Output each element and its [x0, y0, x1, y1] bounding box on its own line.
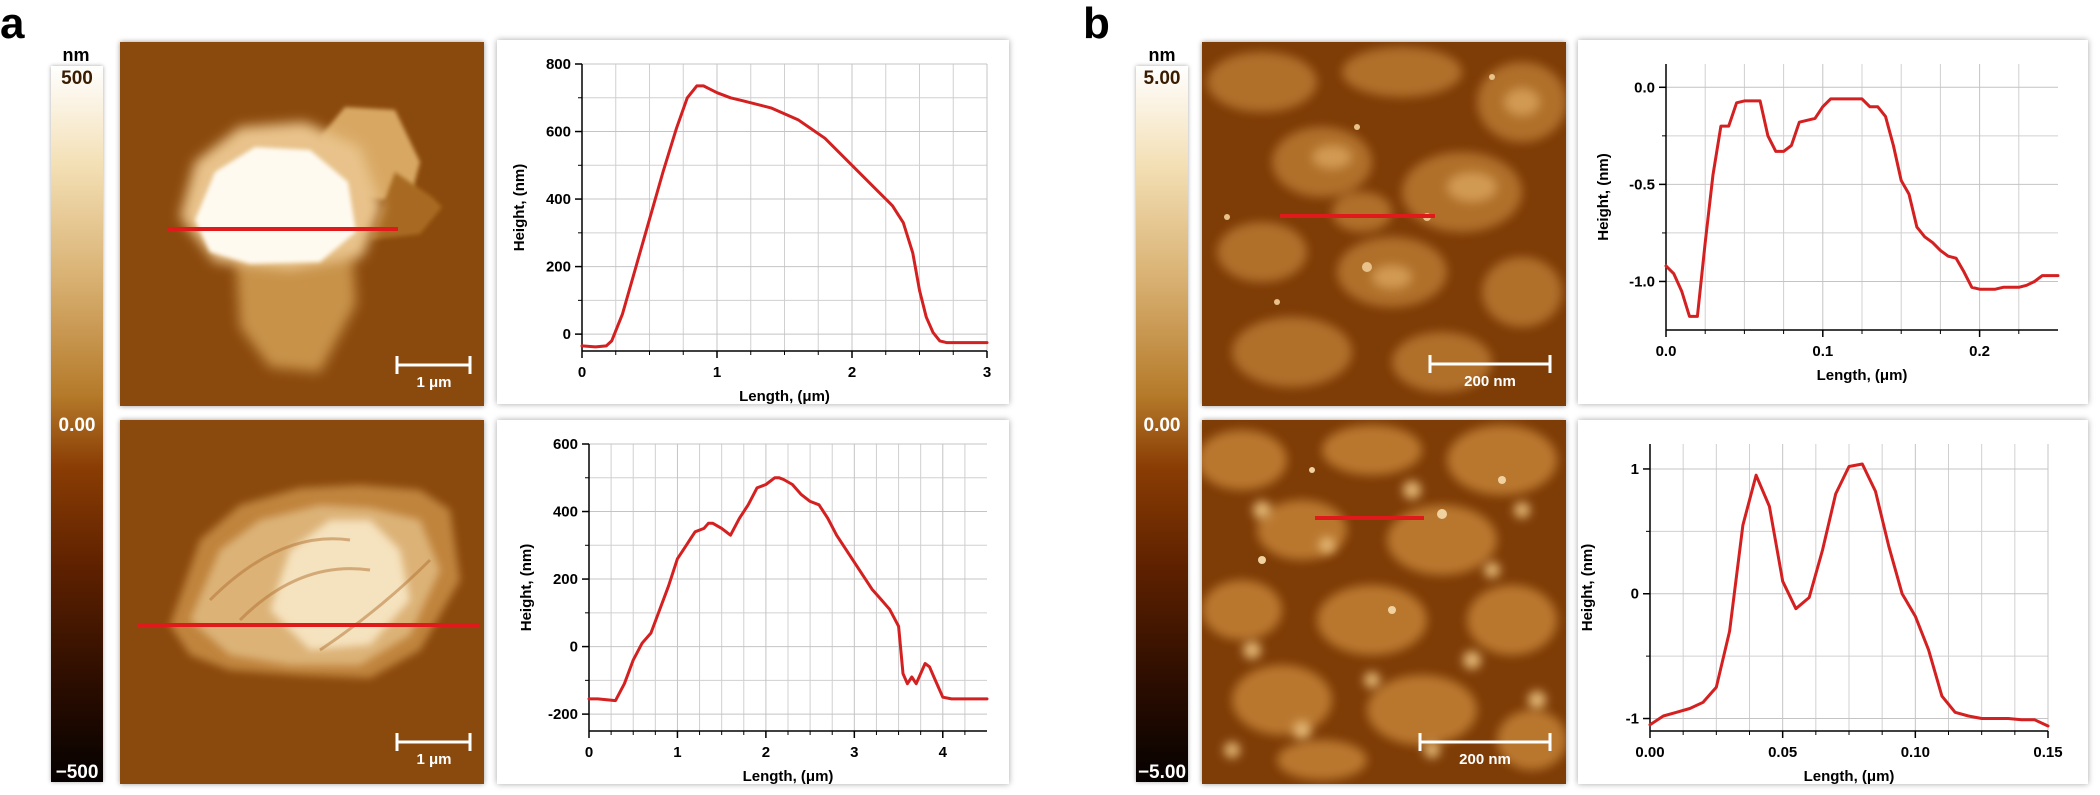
scalebar-b-bottom: [1418, 733, 1552, 751]
afm-image-b-top: 200 nm: [1202, 42, 1566, 406]
colorbar-mid-a: 0.00: [58, 415, 96, 436]
y-tick-label: 200: [553, 571, 578, 588]
x-tick-label: 2: [762, 744, 770, 761]
series-line: [1664, 97, 2060, 318]
colorbar-unit-a: nm: [62, 45, 90, 65]
series-line: [580, 84, 989, 349]
x-tick-label: 0.2: [1969, 343, 1990, 360]
chart-svg-a-bottom: 0 1 2 3 4 -200 0 200 400 600 Length, (μm) Height, (…: [518, 436, 989, 784]
x-axis-label: Length, (μm): [1817, 367, 1908, 384]
y-tick-label: 800: [546, 56, 571, 73]
scalebar-label-b-bottom: 200 nm: [1459, 751, 1511, 768]
afm-image-a-top: 1 μm: [120, 42, 484, 406]
x-tick-label: 0.15: [2033, 744, 2062, 761]
x-tick-label: 1: [713, 364, 721, 381]
profile-line-a-top: [168, 227, 398, 231]
grid-lines: [1665, 64, 2058, 330]
y-axis-label: Height, (nm): [511, 164, 528, 252]
y-axis-label: Height, (nm): [518, 544, 535, 632]
x-tick-label: 3: [850, 744, 858, 761]
panel-letter-b: b: [1083, 0, 1110, 48]
y-axis-label: Height, (nm): [1579, 544, 1596, 632]
y-tick-label: 600: [553, 436, 578, 453]
y-axis-label: Height, (nm): [1595, 153, 1612, 241]
y-tick-label: -1.0: [1629, 273, 1655, 290]
chart-svg-b-bottom: 0.00 0.05 0.10 0.15 -1 0 1 Length, (μm) Height, …: [1579, 444, 2063, 784]
x-tick-label: 4: [939, 744, 948, 761]
y-tick-label: -1: [1626, 711, 1639, 728]
y-tick-label: 1: [1631, 461, 1639, 478]
x-axis-label: Length, (μm): [743, 768, 834, 784]
x-tick-label: 3: [983, 364, 991, 381]
scalebar-b-top: [1428, 355, 1552, 373]
x-axis-label: Length, (μm): [1804, 768, 1895, 784]
scalebar-label-a-top: 1 μm: [416, 374, 452, 391]
x-tick-label: 1: [673, 744, 681, 761]
colorbar-unit-b: nm: [1148, 45, 1176, 65]
profile-chart-b-top: 0.0 0.1 0.2 -1.0 -0.5 0.0 Length, (μm) Height, …: [1578, 40, 2088, 404]
panel-letter-a: a: [0, 0, 25, 48]
colorbar-mid-b: 0.00: [1143, 415, 1181, 436]
x-axis-label: Length, (μm): [739, 388, 830, 404]
grid-lines: [1649, 444, 2049, 731]
x-tick-label: 0.00: [1635, 744, 1664, 761]
profile-line-b-bottom: [1315, 516, 1424, 520]
x-tick-label: 0.10: [1901, 744, 1930, 761]
y-tick-label: 200: [546, 259, 571, 276]
scalebar-label-b-top: 200 nm: [1464, 373, 1516, 390]
x-tick-label: 0.05: [1768, 744, 1797, 761]
x-tick-label: 0.0: [1656, 343, 1677, 360]
x-tick-label: 0.1: [1812, 343, 1833, 360]
colorbar-min-b: −5.00: [1137, 762, 1187, 783]
y-tick-label: 400: [553, 504, 578, 521]
grid-lines: [581, 63, 988, 351]
profile-chart-a-top: 0 1 2 3 0 200 400 600 800 Length, (μm) Height, (nm…: [497, 40, 1009, 404]
y-tick-label: -0.5: [1629, 176, 1655, 193]
chart-svg-a-top: 0 1 2 3 0 200 400 600 800 Length, (μm) Height, (nm…: [511, 56, 991, 404]
x-tick-label: 2: [848, 364, 856, 381]
afm-image-b-bottom: 200 nm: [1202, 420, 1566, 784]
profile-line-a-bottom: [138, 623, 480, 627]
x-tick-label: 0: [578, 364, 586, 381]
scalebar-a-bottom: [395, 733, 472, 751]
y-tick-label: 0: [1631, 586, 1639, 603]
profile-chart-b-bottom: 0.00 0.05 0.10 0.15 -1 0 1 Length, (μm) Height, …: [1578, 420, 2088, 784]
colorbar-a: [51, 66, 103, 782]
profile-chart-a-bottom: 0 1 2 3 4 -200 0 200 400 600 Length, (μm) Height, (…: [497, 420, 1009, 784]
series-line: [1648, 462, 2050, 728]
scalebar-a-top: [395, 356, 472, 374]
scalebar-label-a-bottom: 1 μm: [416, 751, 452, 768]
series-line: [587, 476, 989, 703]
y-tick-label: 600: [546, 124, 571, 141]
colorbar-min-a: −500: [55, 762, 99, 783]
colorbar-max-b: 5.00: [1143, 68, 1181, 89]
y-tick-label: 0.0: [1634, 79, 1655, 96]
y-tick-label: 400: [546, 191, 571, 208]
afm-image-a-bottom: 1 μm: [120, 420, 484, 784]
colorbar-max-a: 500: [61, 68, 93, 89]
profile-line-b-top: [1280, 214, 1435, 218]
y-tick-label: -200: [548, 706, 578, 723]
y-tick-label: 0: [563, 326, 571, 343]
colorbar-b: [1136, 66, 1188, 782]
y-tick-label: 0: [570, 639, 578, 656]
chart-svg-b-top: 0.0 0.1 0.2 -1.0 -0.5 0.0 Length, (μm) Height, …: [1595, 64, 2060, 384]
x-tick-label: 0: [585, 744, 593, 761]
grid-lines: [588, 443, 987, 731]
